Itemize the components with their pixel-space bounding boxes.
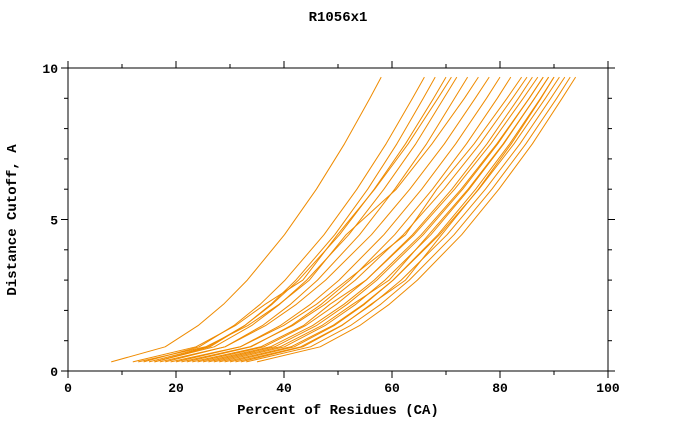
series-line-model-22 [235, 76, 566, 363]
x-axis-label: Percent of Residues (CA) [237, 403, 439, 419]
series-line-model-13 [197, 76, 533, 363]
tick-label: 0 [50, 365, 58, 380]
y-axis-label: Distance Cutoff, A [5, 144, 21, 296]
series-line-model-09 [175, 76, 501, 363]
series-line-model-19 [229, 76, 555, 363]
series-line-model-15 [202, 76, 544, 363]
series-line-model-04 [148, 76, 447, 363]
tick-label: 10 [42, 62, 58, 77]
series-line-model-03 [143, 76, 425, 363]
series-line-model-06 [165, 76, 469, 363]
tick-label: 20 [168, 381, 184, 396]
series-line-model-17 [213, 76, 550, 363]
tick-label: 5 [50, 214, 58, 229]
series-line-model-16 [208, 76, 544, 363]
series-line-model-11 [170, 76, 523, 363]
series-line-model-21 [224, 76, 560, 363]
tick-label: 40 [276, 381, 292, 396]
series-line-model-24 [256, 76, 577, 363]
tick-label: 0 [64, 381, 72, 396]
tick-label: 60 [384, 381, 400, 396]
chart-title: R1056x1 [309, 10, 368, 26]
plot-border [67, 67, 609, 372]
series-line-model-14 [192, 76, 539, 363]
series-layer [111, 76, 577, 363]
series-line-model-18 [219, 76, 550, 363]
series-line-model-01 [111, 76, 382, 363]
tick-label: 80 [492, 381, 508, 396]
series-line-model-08 [159, 76, 490, 363]
series-line-model-12 [181, 76, 528, 363]
tick-label: 100 [596, 381, 620, 396]
series-line-model-23 [246, 76, 571, 363]
series-line-model-05 [154, 76, 458, 363]
series-line-model-25 [154, 76, 436, 363]
series-line-model-20 [240, 76, 555, 363]
series-line-model-02 [132, 76, 452, 363]
series-line-model-10 [186, 76, 512, 363]
axes-layer: 0 20 40 60 80 100 0 5 10 [42, 61, 620, 396]
